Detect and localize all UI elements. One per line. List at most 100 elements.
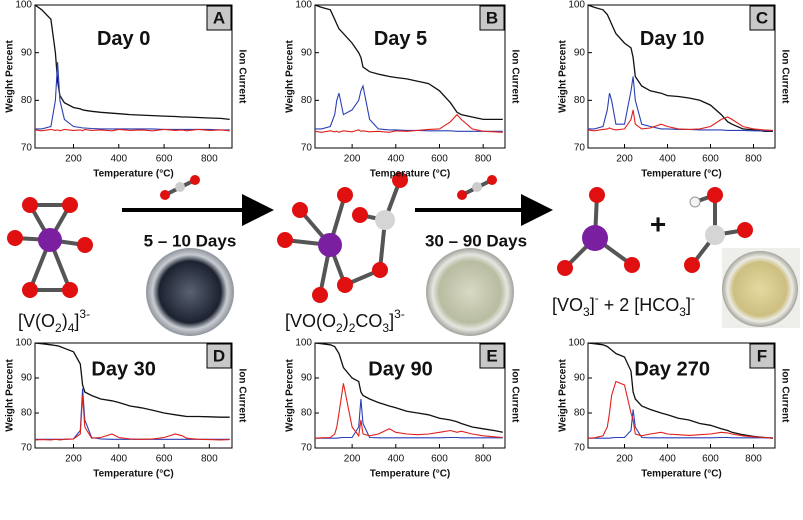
- panel-letter: F: [757, 346, 767, 365]
- x-tick-label: 600: [431, 454, 448, 465]
- x-tick-label: 200: [65, 154, 82, 165]
- x-axis-label: Temperature (°C): [370, 169, 451, 180]
- series-line: [314, 113, 503, 133]
- panel-letter: C: [756, 8, 768, 27]
- series-line: [314, 4, 503, 121]
- panel-letter: B: [486, 8, 498, 27]
- x-tick-label: 200: [616, 154, 633, 165]
- panel: 70 80 90 100 200 400 600 800 Temperature (°C) Wei…: [285, 0, 521, 180]
- formula: [V(O2)4]3-: [18, 307, 90, 335]
- y2-axis-label: Ion Current: [236, 369, 247, 424]
- series-line: [587, 342, 773, 439]
- y-tick-label: 80: [301, 408, 313, 419]
- x-tick-label: 400: [659, 154, 676, 165]
- panel-letter-box: [479, 343, 505, 369]
- y-axis-label: Weight Percent: [558, 359, 569, 432]
- series-line: [315, 84, 503, 132]
- series-line: [315, 398, 503, 439]
- y-tick-label: 70: [574, 143, 586, 154]
- photo-dish: [426, 248, 514, 336]
- x-tick-label: 200: [65, 454, 82, 465]
- formula-part: 2: [349, 321, 356, 335]
- formula-part: 3-: [79, 307, 90, 321]
- x-axis-label: Temperature (°C): [641, 469, 722, 480]
- formula-part: -: [691, 291, 695, 305]
- formula-part: ): [62, 311, 68, 331]
- molecule: [277, 172, 408, 303]
- series-line: [587, 109, 773, 132]
- panel-title: Day 5: [374, 28, 427, 50]
- x-tick-label: 400: [387, 154, 404, 165]
- formula-part: 3-: [394, 307, 405, 321]
- x-tick-label: 400: [110, 454, 127, 465]
- formula-part: 4: [68, 321, 75, 335]
- y-tick-label: 100: [15, 338, 32, 349]
- y-tick-label: 70: [21, 443, 33, 454]
- x-axis-label: Temperature (°C): [641, 169, 722, 180]
- formula-part: 2: [55, 321, 62, 335]
- x-tick-label: 800: [745, 154, 762, 165]
- photo-dish: [722, 251, 798, 327]
- formula-part: ]: [389, 311, 394, 331]
- formula-part: ): [343, 311, 349, 331]
- x-tick-label: 600: [156, 454, 173, 465]
- formula-part: + 2 [HCO: [599, 295, 680, 315]
- panel-letter-box: [749, 343, 775, 369]
- y-tick-label: 90: [301, 373, 313, 384]
- series-line: [588, 409, 773, 439]
- series-line: [34, 342, 230, 418]
- y-tick-label: 70: [574, 443, 586, 454]
- x-tick-label: 400: [110, 154, 127, 165]
- series-line: [34, 128, 230, 132]
- y2-axis-label: Ion Current: [236, 50, 247, 105]
- step-label: 5 – 10 Days: [144, 231, 237, 250]
- formula-part: -: [595, 291, 599, 305]
- x-tick-label: 600: [431, 154, 448, 165]
- series-line: [34, 4, 230, 121]
- scheme: 5 – 10 Days 30 – 90 Days + [V(O2)4]3- [V…: [7, 172, 800, 336]
- x-tick-label: 400: [659, 454, 676, 465]
- panel-title: Day 0: [97, 28, 150, 50]
- y-tick-label: 80: [301, 95, 313, 106]
- x-tick-label: 200: [344, 454, 361, 465]
- panel-letter-box: [749, 5, 775, 31]
- y-tick-label: 70: [301, 443, 313, 454]
- series-line: [314, 383, 503, 439]
- panel-title: Day 10: [640, 28, 705, 50]
- formula: [VO(O2)2CO3]3-: [285, 307, 405, 335]
- x-tick-label: 800: [475, 154, 492, 165]
- x-tick-label: 600: [702, 454, 719, 465]
- panel: 70 80 90 100 200 400 600 800 Temperature (°C) Wei…: [5, 338, 248, 480]
- panel: 70 80 90 100 200 400 600 800 Temperature (°C) Wei…: [558, 0, 791, 180]
- y-tick-label: 90: [574, 373, 586, 384]
- x-tick-label: 200: [616, 454, 633, 465]
- x-axis-label: Temperature (°C): [370, 469, 451, 480]
- y-tick-label: 90: [301, 47, 313, 58]
- plot-frame: [587, 4, 776, 149]
- y-tick-label: 80: [21, 95, 33, 106]
- y-axis-label: Weight Percent: [285, 40, 296, 113]
- plus-sign: +: [650, 208, 666, 239]
- formula-part: 2: [336, 321, 343, 335]
- y-tick-label: 100: [568, 0, 585, 11]
- series-line: [314, 342, 503, 433]
- series-line: [34, 395, 230, 441]
- molecule: [557, 187, 640, 276]
- co2-icon: [457, 175, 497, 200]
- x-tick-label: 200: [344, 154, 361, 165]
- panel-letter: E: [486, 346, 497, 365]
- formula-part: 3: [583, 305, 590, 319]
- y-axis-label: Weight Percent: [285, 359, 296, 432]
- y-tick-label: 90: [574, 47, 586, 58]
- formula-part: ]: [74, 311, 79, 331]
- y-tick-label: 70: [301, 143, 313, 154]
- formula-part: [VO(O: [285, 311, 336, 331]
- formula-part: [V(O: [18, 311, 55, 331]
- formula-part: ]: [590, 295, 595, 315]
- panel: 70 80 90 100 200 400 600 800 Temperature (°C) Wei…: [285, 338, 521, 480]
- x-tick-label: 800: [475, 454, 492, 465]
- panel: 70 80 90 100 200 400 600 800 Temperature (°C) Wei…: [5, 0, 248, 180]
- step-label: 30 – 90 Days: [425, 231, 527, 250]
- panel-title: Day 30: [91, 358, 156, 380]
